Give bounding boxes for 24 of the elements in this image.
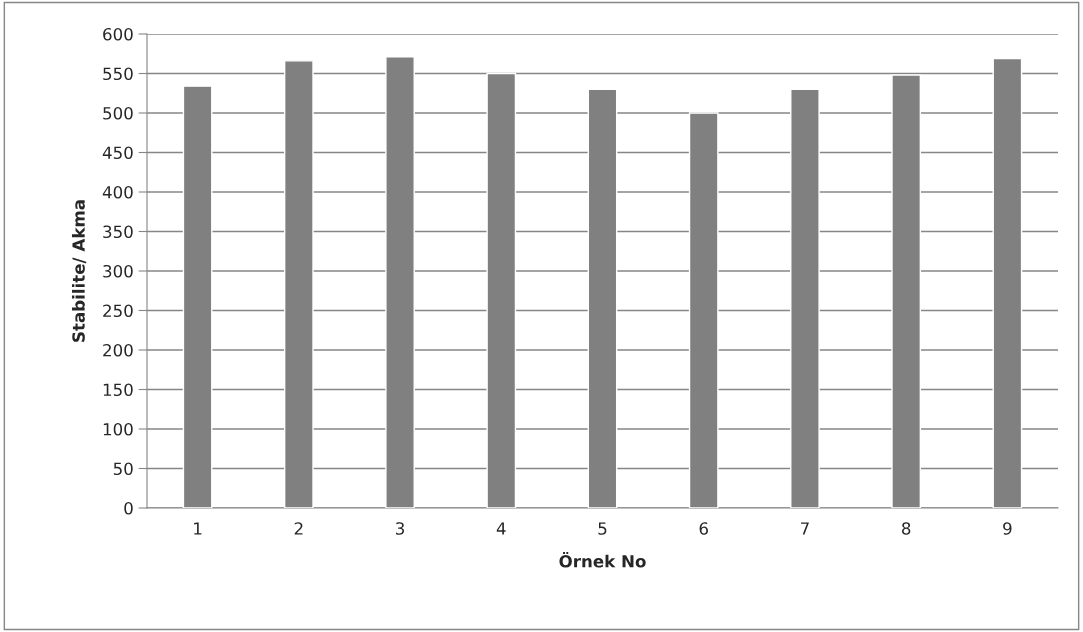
y-tick-label: 450 <box>102 146 133 160</box>
y-tick-label: 0 <box>124 501 133 515</box>
x-tick-label: 4 <box>496 522 506 535</box>
y-tick-label: 400 <box>102 185 133 199</box>
x-tick-label: 2 <box>294 522 303 535</box>
x-tick-label: 8 <box>901 522 911 535</box>
x-tick-label: 1 <box>194 522 202 535</box>
y-tick-label: 550 <box>103 67 133 81</box>
x-tick-label: 3 <box>396 522 405 535</box>
x-axis-title: Örnek No <box>559 551 646 568</box>
x-tick-label: 6 <box>699 522 708 535</box>
y-tick-label: 200 <box>103 343 133 357</box>
y-tick-label: 300 <box>103 264 133 278</box>
y-tick-label: 500 <box>103 106 133 120</box>
x-tick-label: 7 <box>801 522 809 535</box>
x-tick-label: 5 <box>598 522 607 535</box>
y-axis-title: Stabilite/ Akma <box>71 200 87 342</box>
y-tick-label: 600 <box>103 27 133 41</box>
y-tick-label: 100 <box>103 422 133 436</box>
y-tick-label: 350 <box>103 225 133 239</box>
y-tick-label: 150 <box>103 383 133 397</box>
x-tick-label: 9 <box>1003 522 1012 535</box>
y-tick-label: 250 <box>103 304 133 318</box>
y-tick-label: 50 <box>113 462 133 476</box>
